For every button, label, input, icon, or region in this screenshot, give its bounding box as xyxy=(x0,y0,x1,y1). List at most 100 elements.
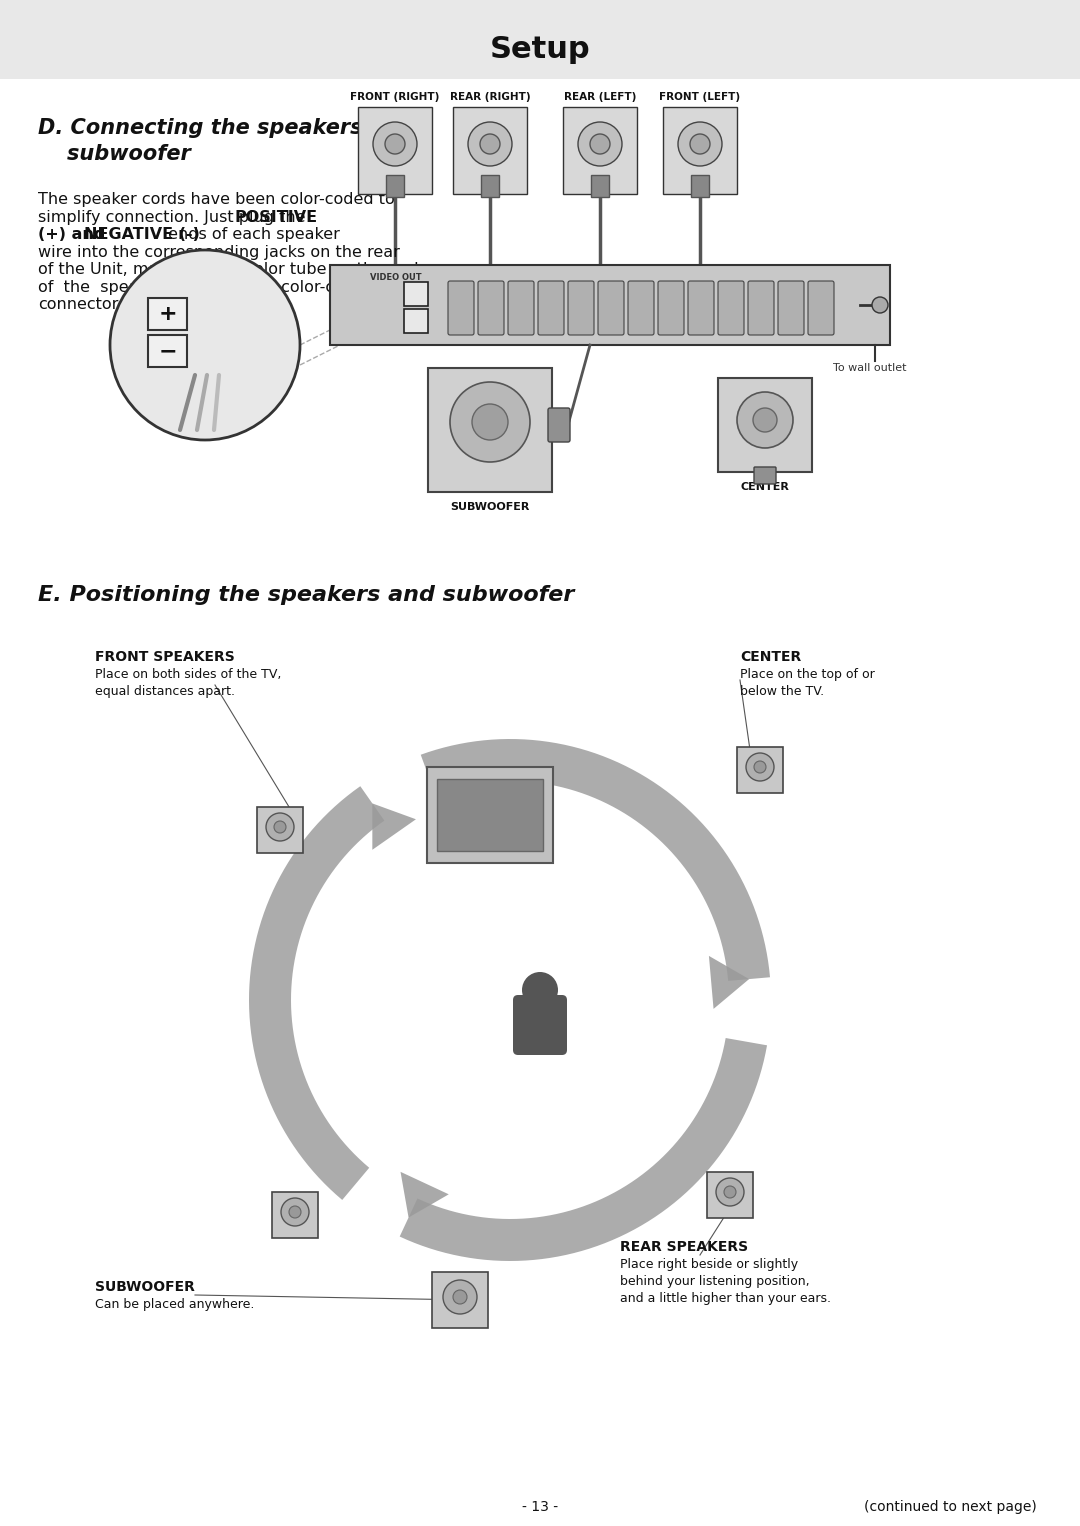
Text: −: − xyxy=(408,311,424,331)
Text: E. Positioning the speakers and subwoofer: E. Positioning the speakers and subwoofe… xyxy=(38,584,575,604)
Text: CENTER: CENTER xyxy=(741,482,789,491)
Circle shape xyxy=(872,298,888,313)
FancyBboxPatch shape xyxy=(453,107,527,194)
Text: of the Unit, matching the color tube on the end: of the Unit, matching the color tube on … xyxy=(38,262,419,278)
Text: REAR (RIGHT): REAR (RIGHT) xyxy=(449,92,530,102)
FancyBboxPatch shape xyxy=(148,298,187,330)
Circle shape xyxy=(472,404,508,439)
Text: Setup: Setup xyxy=(489,35,591,64)
Polygon shape xyxy=(249,786,384,1199)
Text: Place on both sides of the TV,
equal distances apart.: Place on both sides of the TV, equal dis… xyxy=(95,668,282,697)
Circle shape xyxy=(281,1198,309,1225)
FancyBboxPatch shape xyxy=(688,281,714,336)
Circle shape xyxy=(453,1289,467,1305)
Polygon shape xyxy=(373,803,416,850)
Text: NEGATIVE (-): NEGATIVE (-) xyxy=(84,227,200,243)
Circle shape xyxy=(724,1186,735,1198)
Polygon shape xyxy=(708,955,750,1009)
FancyBboxPatch shape xyxy=(737,748,783,794)
Polygon shape xyxy=(421,739,770,981)
Circle shape xyxy=(110,250,300,439)
Text: SUBWOOFER: SUBWOOFER xyxy=(95,1280,194,1294)
FancyBboxPatch shape xyxy=(691,175,708,197)
FancyBboxPatch shape xyxy=(718,281,744,336)
Circle shape xyxy=(754,761,766,774)
Circle shape xyxy=(384,134,405,154)
FancyBboxPatch shape xyxy=(432,1273,488,1328)
Text: wire into the corresponding jacks on the rear: wire into the corresponding jacks on the… xyxy=(38,244,400,259)
Text: To wall outlet: To wall outlet xyxy=(834,363,907,372)
Text: (+) and: (+) and xyxy=(38,227,111,243)
FancyBboxPatch shape xyxy=(563,107,637,194)
FancyBboxPatch shape xyxy=(428,368,552,491)
FancyBboxPatch shape xyxy=(478,281,504,336)
Text: ends of each speaker: ends of each speaker xyxy=(163,227,340,243)
FancyBboxPatch shape xyxy=(658,281,684,336)
Circle shape xyxy=(522,972,558,1009)
Polygon shape xyxy=(401,1172,448,1218)
FancyBboxPatch shape xyxy=(386,175,404,197)
Circle shape xyxy=(443,1280,477,1314)
FancyBboxPatch shape xyxy=(0,0,1080,79)
Circle shape xyxy=(690,134,710,154)
FancyBboxPatch shape xyxy=(598,281,624,336)
FancyBboxPatch shape xyxy=(707,1172,753,1218)
FancyBboxPatch shape xyxy=(448,281,474,336)
FancyBboxPatch shape xyxy=(513,995,567,1054)
Circle shape xyxy=(289,1206,301,1218)
FancyBboxPatch shape xyxy=(330,266,890,345)
FancyBboxPatch shape xyxy=(272,1192,318,1238)
Text: POSITIVE: POSITIVE xyxy=(235,209,319,224)
FancyBboxPatch shape xyxy=(357,107,432,194)
FancyBboxPatch shape xyxy=(148,336,187,366)
Text: The speaker cords have been color-coded to: The speaker cords have been color-coded … xyxy=(38,192,395,208)
Text: REAR SPEAKERS: REAR SPEAKERS xyxy=(620,1241,748,1254)
FancyBboxPatch shape xyxy=(748,281,774,336)
FancyBboxPatch shape xyxy=(808,281,834,336)
Text: Place right beside or slightly
behind your listening position,
and a little high: Place right beside or slightly behind yo… xyxy=(620,1257,831,1305)
Text: FRONT (LEFT): FRONT (LEFT) xyxy=(660,92,741,102)
Circle shape xyxy=(590,134,610,154)
Circle shape xyxy=(678,122,723,166)
FancyBboxPatch shape xyxy=(437,778,543,852)
Text: −: − xyxy=(159,340,177,362)
FancyBboxPatch shape xyxy=(663,107,737,194)
FancyBboxPatch shape xyxy=(591,175,609,197)
Circle shape xyxy=(274,821,286,833)
FancyBboxPatch shape xyxy=(427,768,553,864)
FancyBboxPatch shape xyxy=(404,308,428,333)
Text: Place on the top of or
below the TV.: Place on the top of or below the TV. xyxy=(740,668,875,697)
FancyBboxPatch shape xyxy=(404,282,428,307)
Polygon shape xyxy=(400,1038,767,1260)
Text: (continued to next page): (continued to next page) xyxy=(864,1500,1037,1514)
Text: simplify connection. Just plug the: simplify connection. Just plug the xyxy=(38,209,311,224)
Circle shape xyxy=(480,134,500,154)
FancyBboxPatch shape xyxy=(754,467,777,484)
Text: VIDEO OUT: VIDEO OUT xyxy=(370,273,421,282)
Circle shape xyxy=(468,122,512,166)
Text: SUBWOOFER: SUBWOOFER xyxy=(450,502,529,513)
Text: FRONT SPEAKERS: FRONT SPEAKERS xyxy=(95,650,234,664)
Circle shape xyxy=(737,392,793,449)
Circle shape xyxy=(753,407,777,432)
Text: CENTER: CENTER xyxy=(740,650,801,664)
FancyBboxPatch shape xyxy=(538,281,564,336)
Circle shape xyxy=(746,752,774,781)
Text: of  the  speaker  wire  to  the  color-coded: of the speaker wire to the color-coded xyxy=(38,279,375,295)
FancyBboxPatch shape xyxy=(627,281,654,336)
Text: +: + xyxy=(408,284,424,304)
FancyBboxPatch shape xyxy=(778,281,804,336)
Circle shape xyxy=(578,122,622,166)
Circle shape xyxy=(266,813,294,841)
Circle shape xyxy=(450,382,530,462)
Text: +: + xyxy=(159,304,177,324)
FancyBboxPatch shape xyxy=(508,281,534,336)
Text: - 13 -: - 13 - xyxy=(522,1500,558,1514)
FancyBboxPatch shape xyxy=(718,378,812,472)
FancyBboxPatch shape xyxy=(568,281,594,336)
Text: FRONT (RIGHT): FRONT (RIGHT) xyxy=(350,92,440,102)
FancyBboxPatch shape xyxy=(481,175,499,197)
FancyBboxPatch shape xyxy=(257,807,303,853)
Text: Can be placed anywhere.: Can be placed anywhere. xyxy=(95,1299,255,1311)
Circle shape xyxy=(373,122,417,166)
